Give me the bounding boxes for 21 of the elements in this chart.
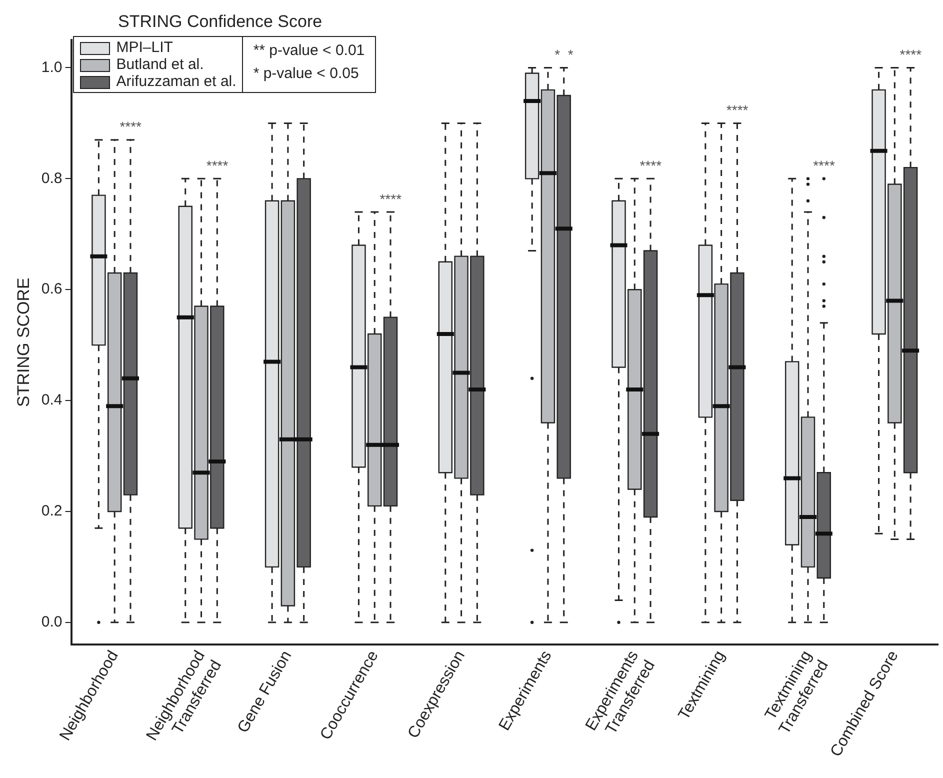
annotation: * p-value < 0.05 [252,64,360,84]
annotation: **** [726,102,749,118]
y-tick-label: 0.4 [41,392,62,409]
annotation: **** [813,158,836,174]
y-tick-label: 1.0 [41,58,62,76]
y-tick-label: 0.2 [41,502,62,520]
legend-label: Butland et al. [116,56,204,73]
y-tick-label: 0.6 [41,280,62,298]
annotation: **** [380,190,402,207]
legend-label: MPI–LIT [116,39,173,56]
chart-title: STRING Confidence Score [118,12,322,32]
y-axis-title: STRING SCORE [14,278,33,407]
y-tick-label: 0.8 [41,170,62,187]
annotation: **** [120,118,142,135]
annotation: **** [900,46,922,63]
y-tick-label: 0.0 [41,614,62,631]
annotation: ** p-value < 0.01 [252,41,366,61]
annotation: * * [554,46,574,63]
annotation: **** [206,158,229,174]
legend-label: Arifuzzaman et al. [116,73,236,90]
annotation: **** [640,158,662,174]
